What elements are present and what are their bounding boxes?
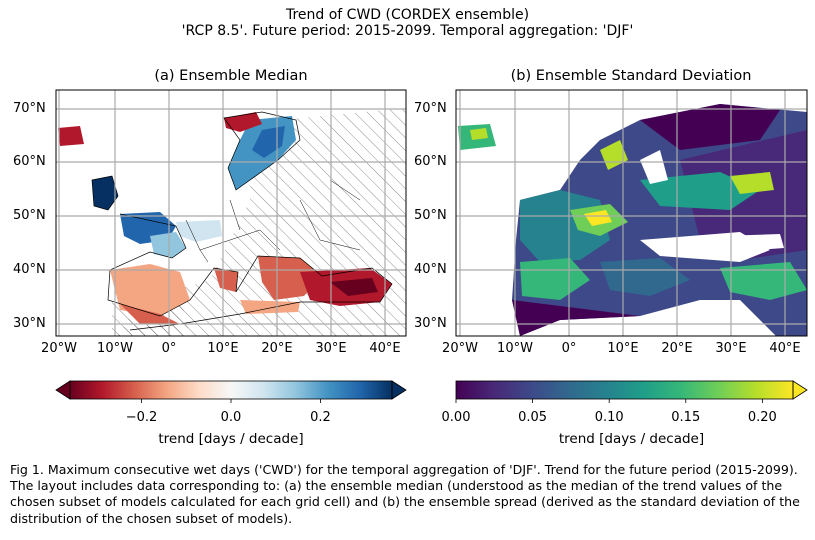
figure-title: Trend of CWD (CORDEX ensemble)	[285, 7, 530, 23]
borders-a	[185, 179, 361, 263]
lat-tick-label: 30°N	[414, 316, 447, 331]
lon-tick-label: 0°	[561, 341, 577, 356]
lon-tick-label: 10°E	[607, 341, 639, 356]
lon-tick-label: 20°W	[41, 341, 77, 356]
colorbar-tick-label: 0.2	[310, 410, 331, 425]
sd-yellow-alps	[584, 210, 612, 226]
red-north-coast	[224, 112, 262, 132]
sd-yellow-east	[730, 172, 774, 194]
colorbar-tick-label: 0.0	[220, 410, 242, 425]
gridlines-b	[456, 90, 807, 336]
gridlines-a	[56, 90, 406, 336]
sd-north-dark	[640, 104, 780, 150]
lon-tick-label: 10°E	[207, 341, 239, 356]
colorbar-a-extend-high	[391, 380, 407, 400]
lat-tick-label: 60°N	[414, 154, 447, 169]
lon-tick-label: 20°E	[661, 341, 693, 356]
red-north-africa	[240, 300, 300, 314]
panel-b-frame	[455, 89, 808, 337]
lat-tick-label: 40°N	[13, 262, 46, 277]
panel-a-frame	[55, 89, 407, 337]
red-iberia	[110, 264, 190, 316]
sd-gap-baltic	[640, 150, 668, 184]
lat-tick-label: 70°N	[414, 101, 447, 116]
colorbar-tick-label: 0.20	[747, 410, 777, 425]
lon-tick-label: 0°	[161, 341, 177, 356]
panel-a-title: (a) Ensemble Median	[154, 68, 308, 84]
coastline-a	[91, 111, 393, 331]
blue-british-isles	[92, 176, 118, 210]
lat-tick-label: 30°N	[13, 316, 46, 331]
lon-tick-label: 10°W	[497, 341, 533, 356]
panel-b-title: (b) Ensemble Standard Deviation	[510, 68, 752, 84]
panel-b-map	[456, 90, 807, 336]
lat-tick-label: 70°N	[13, 101, 46, 116]
lat-tick-label: 60°N	[13, 154, 46, 169]
lat-tick-label: 40°N	[414, 262, 447, 277]
colorbar-a	[55, 380, 407, 403]
colorbar-b-extend-high	[792, 380, 808, 400]
sd-gap-black	[720, 234, 784, 252]
colorbar-tick-label: 0.05	[518, 410, 548, 425]
red-balkans	[258, 256, 322, 300]
red-turkey-dark	[330, 278, 378, 296]
colorbar-tick-label: 0.10	[594, 410, 624, 425]
sd-green-iberia	[520, 258, 590, 300]
lat-tick-label: 50°N	[13, 208, 46, 223]
blue-central	[176, 220, 222, 242]
blue-france	[150, 232, 186, 258]
colorbar-tick-label: 0.00	[441, 410, 471, 425]
colorbar-b-label: trend [days / decade]	[558, 431, 705, 447]
sd-norway-yellow	[470, 128, 488, 140]
lat-tick-label: 50°N	[414, 208, 447, 223]
lon-tick-label: 10°W	[97, 341, 133, 356]
figure-subtitle: 'RCP 8.5'. Future period: 2015-2099. Tem…	[181, 23, 634, 39]
lon-tick-label: 40°E	[369, 341, 401, 356]
colorbar-tick-label: 0.15	[671, 410, 701, 425]
colorbar-b	[455, 380, 808, 403]
colorbar-a-label: trend [days / decade]	[158, 431, 304, 447]
red-norway-west	[58, 126, 84, 146]
lon-tick-label: 20°E	[261, 341, 293, 356]
lon-tick-label: 30°E	[715, 341, 747, 356]
sd-green-central	[640, 172, 760, 210]
red-italy	[214, 268, 238, 292]
colorbar-a-extend-low	[55, 380, 71, 400]
lon-tick-label: 40°E	[769, 341, 801, 356]
lon-tick-label: 20°W	[442, 341, 478, 356]
red-iberia-coast	[120, 304, 180, 324]
colorbar-tick-label: −0.2	[125, 410, 158, 425]
lon-tick-label: 30°E	[315, 341, 347, 356]
panel-a-map	[56, 90, 406, 336]
figure-caption: Fig 1. Maximum consecutive wet days ('CW…	[10, 462, 800, 526]
sd-africa-dark	[512, 300, 640, 336]
